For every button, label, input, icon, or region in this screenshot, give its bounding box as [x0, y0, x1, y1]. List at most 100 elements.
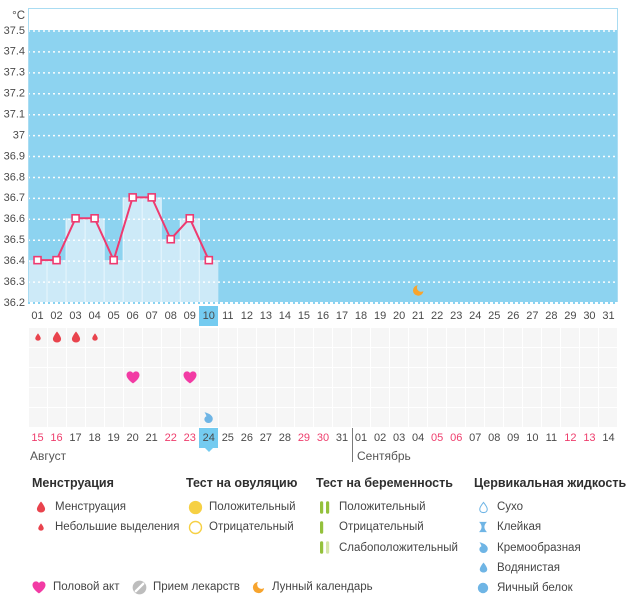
spotting-drop-icon: [34, 332, 42, 342]
pregnancy-weak-positive-icon: [316, 540, 334, 555]
event-grid-cell: [485, 367, 504, 387]
date-cell[interactable]: 30: [316, 432, 330, 444]
date-cell[interactable]: 14: [602, 432, 615, 444]
cycle-day-cell[interactable]: 21: [412, 310, 425, 322]
event-grid-cell: [523, 327, 542, 347]
event-grid-cell: [352, 347, 371, 367]
event-grid-cell: [85, 367, 104, 387]
event-grid-cell: [199, 347, 218, 367]
cycle-day-cell[interactable]: 19: [373, 310, 387, 322]
cycle-day-cell[interactable]: 23: [450, 310, 463, 322]
y-axis-tick: 36.4: [4, 255, 25, 267]
cycle-day-cell[interactable]: 11: [222, 310, 234, 322]
cycle-day-cell[interactable]: 22: [431, 310, 444, 322]
legend-item: Кремообразная: [474, 538, 581, 558]
date-cell[interactable]: 17: [69, 432, 82, 444]
date-cell[interactable]: 16: [50, 432, 63, 444]
date-cell[interactable]: 15: [31, 432, 44, 444]
date-cell[interactable]: 01: [354, 432, 368, 444]
cycle-day-cell-selected[interactable]: 10: [199, 306, 219, 326]
date-cell[interactable]: 21: [145, 432, 158, 444]
cycle-day-cell[interactable]: 14: [278, 310, 292, 322]
date-cell[interactable]: 28: [278, 432, 292, 444]
event-grid-cell: [104, 387, 123, 407]
date-cell[interactable]: 10: [526, 432, 539, 444]
event-grid-cell: [161, 407, 180, 427]
cycle-day-cell[interactable]: 18: [354, 310, 368, 322]
date-cell[interactable]: 26: [240, 432, 253, 444]
month-divider: [351, 428, 353, 462]
event-grid-cell: [542, 387, 561, 407]
event-grid-cell: [580, 407, 599, 427]
event-grid-cell: [390, 347, 409, 367]
event-grid-cell: [599, 387, 618, 407]
event-grid-cell: [275, 327, 294, 347]
event-grid-cell: [313, 407, 332, 427]
date-cell[interactable]: 08: [488, 432, 501, 444]
cycle-day-cell[interactable]: 20: [392, 310, 406, 322]
date-cell[interactable]: 20: [126, 432, 139, 444]
date-cell[interactable]: 04: [412, 432, 425, 444]
legend-item-label: Отрицательный: [209, 521, 294, 534]
date-cell[interactable]: 02: [373, 432, 387, 444]
date-cell[interactable]: 19: [107, 432, 120, 444]
event-grid-cell: [333, 387, 352, 407]
date-cell[interactable]: 18: [88, 432, 101, 444]
date-cell[interactable]: 11: [545, 432, 558, 444]
cycle-day-cell[interactable]: 30: [583, 310, 596, 322]
date-cell[interactable]: 31: [335, 432, 349, 444]
event-grid-cell: [447, 327, 466, 347]
cycle-day-cell[interactable]: 04: [88, 310, 101, 322]
spotting-drop-icon: [91, 332, 99, 342]
legend-item-label: Клейкая: [497, 521, 542, 534]
legend-item: Яичный белок: [474, 578, 573, 595]
cycle-day-cell[interactable]: 31: [602, 310, 615, 322]
date-cell[interactable]: 29: [297, 432, 311, 444]
date-cell[interactable]: 12: [564, 432, 577, 444]
cycle-day-cell[interactable]: 25: [488, 310, 501, 322]
cycle-day-cell[interactable]: 08: [164, 310, 177, 322]
cycle-day-cell[interactable]: 24: [469, 310, 482, 322]
cycle-day-cell[interactable]: 16: [316, 310, 330, 322]
cycle-day-cell[interactable]: 27: [526, 310, 539, 322]
y-axis-tick: 36.3: [4, 276, 25, 288]
cycle-day-cell[interactable]: 07: [145, 310, 158, 322]
event-grid-cell: [485, 387, 504, 407]
cycle-day-cell[interactable]: 03: [69, 310, 82, 322]
event-grid-cell: [142, 407, 161, 427]
cycle-day-cell[interactable]: 28: [545, 310, 558, 322]
date-cell-selected[interactable]: 24: [199, 428, 219, 452]
event-grid-cell: [218, 347, 237, 367]
cycle-day-cell[interactable]: 15: [297, 310, 311, 322]
cycle-day-cell[interactable]: 01: [31, 310, 44, 322]
date-cell[interactable]: 09: [507, 432, 520, 444]
event-grid-cell: [504, 407, 523, 427]
date-cell[interactable]: 06: [450, 432, 463, 444]
cycle-day-cell[interactable]: 26: [507, 310, 520, 322]
event-grid-cell: [428, 327, 447, 347]
event-grid-cell: [409, 367, 428, 387]
date-cell[interactable]: 05: [431, 432, 444, 444]
cycle-day-cell[interactable]: 13: [259, 310, 272, 322]
event-grid-cell: [104, 347, 123, 367]
cycle-day-cell[interactable]: 02: [50, 310, 63, 322]
event-grid-cell: [294, 387, 313, 407]
cycle-day-cell[interactable]: 29: [564, 310, 577, 322]
cycle-day-cell[interactable]: 09: [183, 310, 196, 322]
cycle-day-cell[interactable]: 12: [240, 310, 253, 322]
cycle-day-cell[interactable]: 17: [335, 310, 349, 322]
temperature-marker: [33, 255, 42, 265]
date-cell[interactable]: 27: [259, 432, 272, 444]
y-axis-tick: 37.4: [4, 46, 25, 58]
cycle-day-cell[interactable]: 05: [107, 310, 120, 322]
date-cell[interactable]: 25: [221, 432, 234, 444]
date-cell[interactable]: 22: [164, 432, 177, 444]
date-cell[interactable]: 07: [469, 432, 482, 444]
event-grid-cell: [294, 327, 313, 347]
cycle-day-cell[interactable]: 06: [126, 310, 139, 322]
date-cell[interactable]: 03: [392, 432, 406, 444]
event-grid-cell: [256, 347, 275, 367]
date-cell[interactable]: 23: [183, 432, 196, 444]
y-axis-tick: 37.5: [4, 25, 25, 37]
date-cell[interactable]: 13: [583, 432, 596, 444]
